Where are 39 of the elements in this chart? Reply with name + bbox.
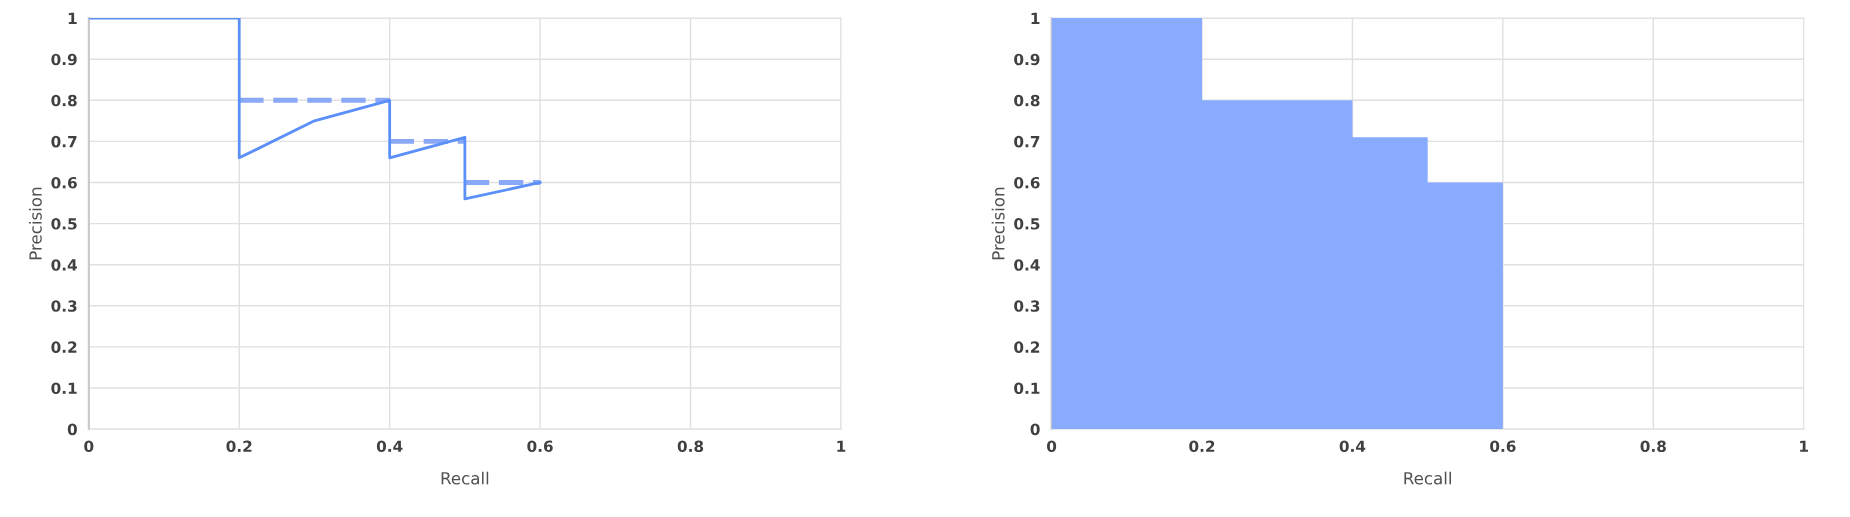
x-tick-label: 0.4 (376, 440, 403, 453)
x-tick-label: 0.8 (677, 440, 704, 453)
y-tick-label: 0 (1030, 423, 1040, 436)
y-tick-label: 0.4 (1014, 259, 1040, 271)
x-tick-label: 0.6 (1490, 440, 1516, 453)
y-tick-label: 0.1 (1014, 382, 1040, 395)
x-tick-label: 0.6 (527, 440, 553, 453)
line-series (88, 18, 542, 201)
x-axis-title: Recall (1404, 471, 1451, 485)
x-axis-title: Recall (441, 471, 489, 485)
x-tick-label: 1 (1800, 440, 1809, 452)
y-tick-label: 0.2 (51, 341, 77, 353)
x-tick-label: 0.4 (1339, 440, 1366, 453)
y-axis-title: Precision (991, 187, 1005, 260)
y-tick-label: 0.9 (1014, 53, 1040, 66)
x-tick-label: 0.2 (226, 440, 252, 453)
y-tick-label: 0 (67, 423, 77, 436)
y-tick-label: 0.9 (51, 53, 77, 66)
x-tick-label: 0.8 (1640, 440, 1666, 453)
y-tick-label: 0.3 (1014, 300, 1040, 312)
y-tick-label: 0.7 (51, 135, 77, 148)
y-tick-label: 0.3 (51, 300, 77, 312)
y-tick-label: 0.6 (51, 176, 77, 189)
y-tick-label: 0.6 (1014, 176, 1040, 189)
y-tick-label: 0.7 (1014, 135, 1040, 148)
x-tick-label: 0 (1046, 440, 1057, 453)
y-tick-label: 0.8 (51, 94, 77, 107)
y-tick-label: 0.8 (1014, 94, 1040, 107)
x-tick-label: 0 (84, 440, 94, 453)
y-axis-title: Precision (28, 187, 42, 260)
y-tick-label: 0.2 (1014, 341, 1040, 353)
x-tick-label: 1 (837, 440, 846, 452)
x-tick-label: 0.2 (1189, 440, 1215, 453)
y-tick-label: 1 (1031, 12, 1040, 24)
y-tick-label: 0.5 (1014, 218, 1040, 230)
y-tick-label: 0.4 (51, 259, 77, 271)
y-tick-label: 0.5 (51, 218, 77, 230)
y-tick-label: 1 (68, 12, 77, 24)
y-tick-label: 0.1 (51, 382, 77, 395)
